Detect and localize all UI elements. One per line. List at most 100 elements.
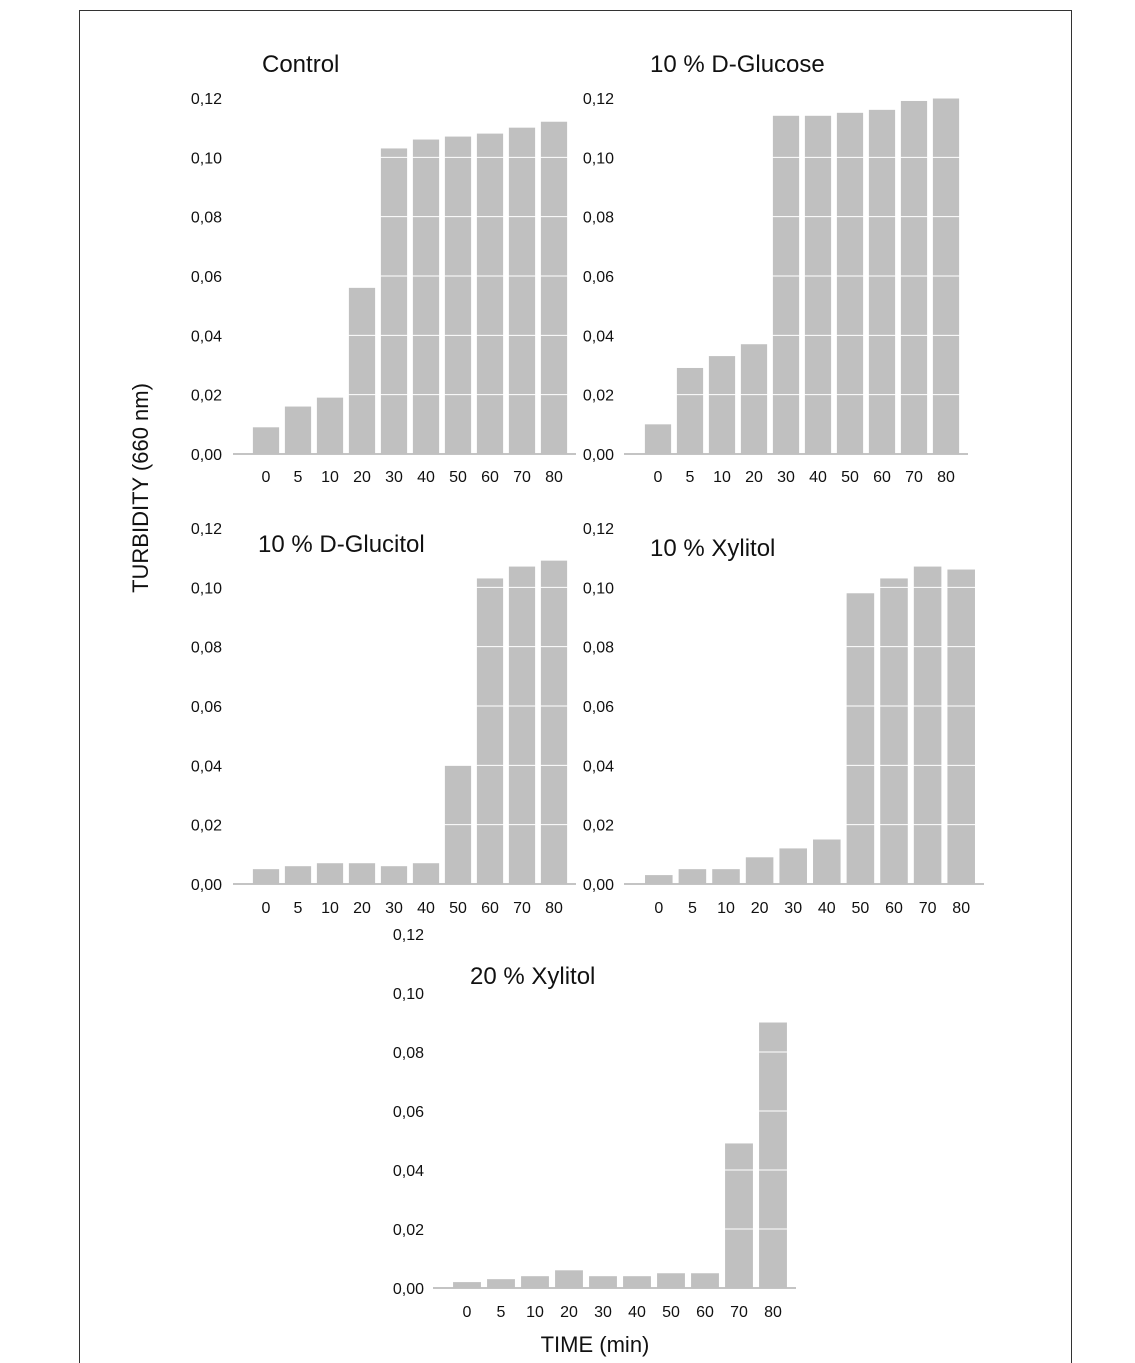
y-tick-label: 0,02 <box>191 388 222 405</box>
bar-70 <box>508 566 536 884</box>
bar-80 <box>759 1022 787 1288</box>
y-tick-label: 0,06 <box>191 699 222 716</box>
y-tick-label: 0,10 <box>191 580 222 597</box>
y-tick-label: 0,04 <box>583 328 614 345</box>
x-tick-label: 0 <box>654 900 663 917</box>
bar-10 <box>521 1276 549 1288</box>
y-tick-label: 0,06 <box>583 269 614 286</box>
bar-10 <box>316 397 344 454</box>
x-tick-label: 80 <box>545 469 563 486</box>
x-tick-label: 20 <box>751 900 769 917</box>
x-tick-label: 0 <box>262 469 271 486</box>
x-tick-label: 20 <box>560 1304 578 1321</box>
x-tick-label: 70 <box>513 900 531 917</box>
y-tick-label: 0,00 <box>583 877 614 894</box>
x-tick-label: 50 <box>449 900 467 917</box>
bar-20 <box>555 1270 583 1288</box>
chart-panel-2: 10 % D-Glucose 0,00 0,02 0,04 0,06 0,08 0,10 0,… <box>583 51 968 486</box>
bar-0 <box>644 424 672 454</box>
x-tick-label: 30 <box>777 469 795 486</box>
panel-title: 10 % Xylitol <box>650 535 775 562</box>
bar-60 <box>691 1273 719 1288</box>
bar-5 <box>284 866 312 884</box>
y-tick-label: 0,08 <box>191 640 222 657</box>
x-tick-label: 60 <box>481 469 499 486</box>
y-tick-label: 0,04 <box>191 328 222 345</box>
bar-0 <box>252 427 280 454</box>
panel-title: 10 % D-Glucitol <box>258 531 425 558</box>
bar-60 <box>476 133 504 454</box>
bar-50 <box>846 593 875 884</box>
y-tick-label: 0,00 <box>191 447 222 464</box>
x-tick-label: 60 <box>481 900 499 917</box>
x-tick-label: 10 <box>321 900 339 917</box>
x-tick-label: 40 <box>818 900 836 917</box>
bar-20 <box>745 857 774 884</box>
x-tick-label: 0 <box>463 1304 472 1321</box>
x-tick-label: 30 <box>385 469 403 486</box>
y-tick-label: 0,10 <box>191 150 222 167</box>
y-tick-label: 0,06 <box>583 699 614 716</box>
x-tick-label: 5 <box>686 469 695 486</box>
x-tick-label: 80 <box>937 469 955 486</box>
y-tick-label: 0,02 <box>393 1222 424 1239</box>
y-tick-label: 0,12 <box>191 91 222 108</box>
x-tick-label: 50 <box>852 900 870 917</box>
x-tick-label: 70 <box>730 1304 748 1321</box>
x-tick-label: 5 <box>294 900 303 917</box>
y-tick-label: 0,06 <box>393 1104 424 1121</box>
bar-80 <box>947 569 975 884</box>
bar-60 <box>868 109 896 454</box>
x-tick-label: 10 <box>526 1304 544 1321</box>
y-tick-label: 0,00 <box>583 447 614 464</box>
y-tick-label: 0,04 <box>191 758 222 775</box>
bar-80 <box>540 121 568 454</box>
x-tick-label: 60 <box>885 900 903 917</box>
x-tick-label: 40 <box>417 900 435 917</box>
chart-panel-4: 10 % Xylitol 0,00 0,02 0,04 0,06 0,08 0,10 0,12… <box>583 521 984 917</box>
panel-title: 10 % D-Glucose <box>650 51 825 78</box>
bar-30 <box>380 866 408 884</box>
bar-60 <box>880 578 908 884</box>
bar-70 <box>725 1143 753 1288</box>
x-tick-label: 80 <box>952 900 970 917</box>
x-tick-label: 20 <box>745 469 763 486</box>
bar-10 <box>316 863 344 884</box>
y-tick-label: 0,10 <box>393 986 424 1003</box>
x-tick-label: 5 <box>294 469 303 486</box>
y-tick-label: 0,02 <box>583 388 614 405</box>
bar-30 <box>779 848 807 884</box>
x-tick-label: 80 <box>764 1304 782 1321</box>
y-tick-label: 0,12 <box>393 927 424 944</box>
bar-50 <box>657 1273 685 1288</box>
y-tick-label: 0,08 <box>191 210 222 227</box>
x-tick-label: 5 <box>688 900 697 917</box>
x-tick-label: 70 <box>905 469 923 486</box>
bar-40 <box>412 863 440 884</box>
bar-5 <box>487 1279 515 1288</box>
y-tick-label: 0,02 <box>583 818 614 835</box>
x-tick-label: 20 <box>353 469 371 486</box>
y-tick-label: 0,00 <box>191 877 222 894</box>
bar-20 <box>348 287 376 454</box>
bar-40 <box>623 1276 651 1288</box>
y-tick-label: 0,02 <box>191 818 222 835</box>
y-tick-label: 0,12 <box>191 521 222 538</box>
chart-panel-3: 10 % D-Glucitol 0,00 0,02 0,04 0,06 0,08 0,10 0… <box>191 521 576 917</box>
x-tick-label: 80 <box>545 900 563 917</box>
x-tick-label: 40 <box>628 1304 646 1321</box>
y-tick-label: 0,00 <box>393 1281 424 1298</box>
x-tick-label: 50 <box>449 469 467 486</box>
bar-70 <box>913 566 942 884</box>
x-tick-label: 0 <box>654 469 663 486</box>
bar-30 <box>772 115 800 455</box>
bar-0 <box>453 1282 481 1288</box>
x-tick-label: 5 <box>497 1304 506 1321</box>
panel-title: 20 % Xylitol <box>470 963 595 990</box>
x-tick-label: 0 <box>262 900 271 917</box>
y-tick-label: 0,08 <box>393 1045 424 1062</box>
bar-50 <box>444 136 472 455</box>
bar-0 <box>252 869 280 884</box>
x-tick-label: 40 <box>809 469 827 486</box>
